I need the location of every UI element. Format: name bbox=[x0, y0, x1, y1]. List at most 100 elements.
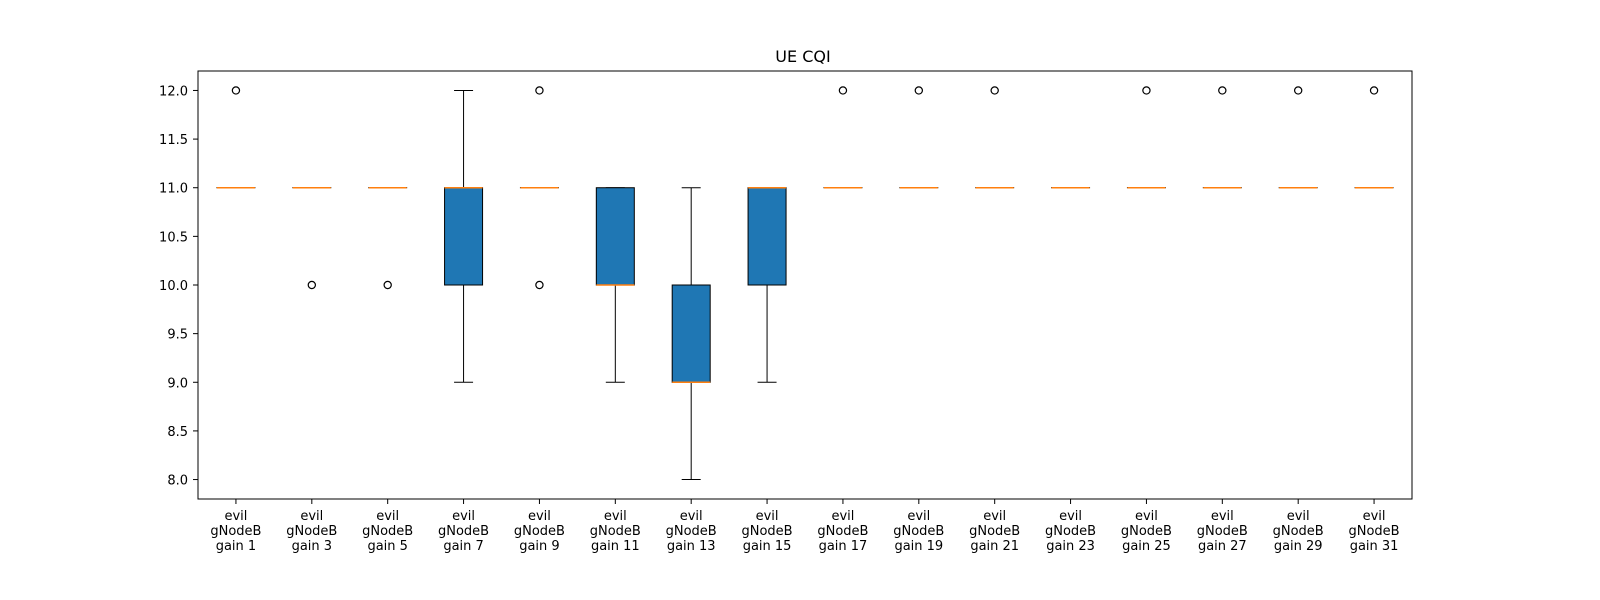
x-tick-label-line: gNodeB bbox=[438, 524, 489, 539]
x-tick-label: evil gNodeB gain 19 bbox=[893, 509, 944, 554]
x-tick-label-line: gNodeB bbox=[590, 524, 641, 539]
x-tick-label-line: gain 1 bbox=[216, 539, 256, 554]
x-tick-label-line: evil bbox=[604, 509, 627, 524]
y-tick-label: 11.0 bbox=[159, 182, 188, 197]
x-tick-label-line: gain 17 bbox=[819, 539, 868, 554]
x-tick-label-line: evil bbox=[1287, 509, 1310, 524]
x-tick-label-line: gNodeB bbox=[1121, 524, 1172, 539]
box-3 bbox=[368, 186, 408, 290]
x-tick-label-line: evil bbox=[452, 509, 475, 524]
box-body bbox=[595, 187, 635, 286]
x-tick-label-line: gNodeB bbox=[1197, 524, 1248, 539]
box-14 bbox=[1202, 86, 1242, 189]
box-10 bbox=[899, 86, 939, 189]
x-tick-label-line: gNodeB bbox=[969, 524, 1020, 539]
x-tick-label-line: gain 13 bbox=[667, 539, 716, 554]
x-tick-label-line: evil bbox=[680, 509, 703, 524]
x-tick-label-line: gNodeB bbox=[742, 524, 793, 539]
x-tick-label: evil gNodeB gain 29 bbox=[1273, 509, 1324, 554]
outlier-marker bbox=[990, 86, 999, 95]
box-body bbox=[747, 187, 787, 286]
x-tick-label: evil gNodeB gain 23 bbox=[1045, 509, 1096, 554]
y-tick-label: 12.0 bbox=[159, 84, 188, 99]
x-tick-label-line: gain 9 bbox=[519, 539, 559, 554]
x-tick-label-line: gain 29 bbox=[1274, 539, 1323, 554]
box-7 bbox=[671, 187, 711, 481]
x-tick-label: evil gNodeB gain 21 bbox=[969, 509, 1020, 554]
box-1 bbox=[216, 86, 256, 189]
x-tick-label-line: gNodeB bbox=[1045, 524, 1096, 539]
outlier-marker bbox=[231, 86, 241, 95]
x-tick-label-line: evil bbox=[756, 509, 779, 524]
box-2 bbox=[292, 186, 332, 290]
x-tick-label-line: evil bbox=[376, 509, 399, 524]
y-tick-label: 8.0 bbox=[167, 474, 188, 489]
y-tick-label: 10.0 bbox=[159, 279, 188, 294]
box-body bbox=[444, 187, 484, 286]
x-tick-label-line: gain 15 bbox=[743, 539, 792, 554]
x-tick-label-line: gain 5 bbox=[367, 539, 407, 554]
outlier-marker bbox=[1369, 86, 1379, 95]
y-tick-label: 9.0 bbox=[167, 376, 188, 391]
x-tick-label: evil gNodeB gain 31 bbox=[1349, 509, 1400, 554]
outlier-marker bbox=[383, 280, 392, 290]
x-tick-label-line: gNodeB bbox=[666, 524, 717, 539]
y-tick-label: 9.5 bbox=[167, 328, 188, 343]
x-tick-label-line: evil bbox=[300, 509, 323, 524]
box-4 bbox=[444, 89, 484, 383]
box-6 bbox=[595, 187, 635, 383]
x-tick-label: evil gNodeB gain 17 bbox=[817, 509, 868, 554]
box-8 bbox=[747, 186, 787, 383]
y-tick-label: 8.5 bbox=[167, 425, 188, 440]
x-tick-label: evil gNodeB gain 5 bbox=[362, 509, 413, 554]
outlier-marker bbox=[307, 280, 317, 290]
box-body bbox=[671, 284, 711, 383]
outlier-marker bbox=[838, 86, 848, 95]
box-16 bbox=[1354, 86, 1394, 189]
x-tick-label-line: gain 23 bbox=[1046, 539, 1095, 554]
x-tick-label-line: gain 21 bbox=[970, 539, 1019, 554]
box-13 bbox=[1126, 86, 1166, 189]
x-tick-label-line: gNodeB bbox=[514, 524, 565, 539]
x-tick-label-line: gNodeB bbox=[893, 524, 944, 539]
x-tick-label-line: evil bbox=[831, 509, 854, 524]
outlier-marker bbox=[914, 86, 924, 95]
box-11 bbox=[975, 86, 1015, 189]
x-tick-label-line: gNodeB bbox=[1273, 524, 1324, 539]
x-tick-label: evil gNodeB gain 27 bbox=[1197, 509, 1248, 554]
x-tick-label: evil gNodeB gain 1 bbox=[210, 509, 261, 554]
x-tick-label-line: evil bbox=[1363, 509, 1386, 524]
x-tick-label: evil gNodeB gain 11 bbox=[590, 509, 641, 554]
outlier-marker bbox=[535, 280, 544, 290]
outlier-marker bbox=[1218, 86, 1227, 95]
outlier-marker bbox=[1142, 86, 1151, 95]
x-tick-label-line: gain 19 bbox=[894, 539, 943, 554]
x-tick-label-line: gain 3 bbox=[292, 539, 332, 554]
x-tick-label: evil gNodeB gain 15 bbox=[742, 509, 793, 554]
x-tick-label-line: evil bbox=[983, 509, 1006, 524]
x-tick-label-line: gain 25 bbox=[1122, 539, 1171, 554]
x-tick-label-line: gain 11 bbox=[591, 539, 640, 554]
outlier-marker bbox=[535, 86, 544, 95]
x-tick-label-line: evil bbox=[1135, 509, 1158, 524]
x-tick-label-line: gNodeB bbox=[817, 524, 868, 539]
x-tick-label-line: evil bbox=[1059, 509, 1082, 524]
chart-title: UE CQI bbox=[775, 47, 830, 66]
x-tick-label-line: evil bbox=[528, 509, 551, 524]
box-5 bbox=[519, 86, 559, 290]
x-tick-label-line: gNodeB bbox=[1349, 524, 1400, 539]
y-tick-label: 11.5 bbox=[159, 133, 188, 148]
outlier-marker bbox=[1293, 86, 1303, 95]
x-tick-label-line: gNodeB bbox=[362, 524, 413, 539]
x-tick-label-line: gain 27 bbox=[1198, 539, 1247, 554]
x-tick-label: evil gNodeB gain 9 bbox=[514, 509, 565, 554]
x-tick-label-line: gain 7 bbox=[443, 539, 483, 554]
x-tick-label-line: gNodeB bbox=[286, 524, 337, 539]
x-tick-label: evil gNodeB gain 7 bbox=[438, 509, 489, 554]
box-9 bbox=[823, 86, 863, 189]
x-tick-label-line: evil bbox=[907, 509, 930, 524]
x-tick-label-line: gain 31 bbox=[1350, 539, 1399, 554]
axes-frame bbox=[197, 70, 1413, 500]
